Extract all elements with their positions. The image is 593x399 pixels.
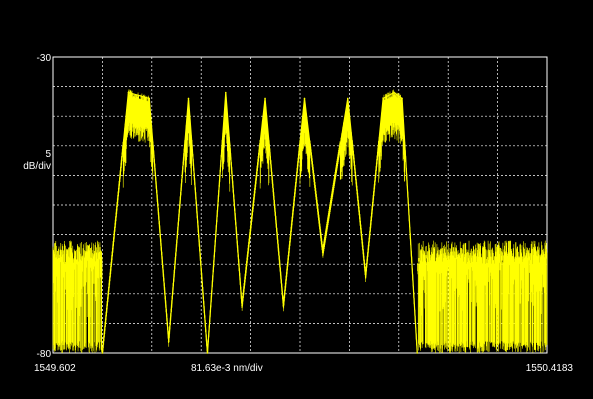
x-stop-label: 1550.4183 [526, 363, 574, 374]
y-scale-value: 5 [45, 149, 51, 160]
trace-point [393, 91, 395, 94]
spectrum-trace [52, 89, 548, 354]
trace-point [364, 275, 367, 277]
trace-point [346, 97, 349, 100]
trace-point [401, 97, 403, 100]
trace-point [303, 97, 306, 100]
y-top-label: -30 [37, 53, 52, 64]
trace-point [322, 251, 324, 254]
trace-point [241, 304, 243, 307]
trace-point [148, 97, 151, 100]
y-bottom-label: -80 [37, 349, 52, 360]
trace-point [264, 97, 266, 100]
trace-point [416, 352, 419, 354]
trace-point [282, 304, 285, 307]
y-scale-unit: dB/div [23, 161, 51, 172]
trace-envelope [101, 91, 418, 354]
trace-point [187, 97, 190, 100]
trace-point [167, 340, 170, 342]
trace-point [382, 97, 384, 100]
trace-point [206, 352, 209, 354]
x-start-label: 1549.602 [34, 363, 76, 374]
trace-point [101, 352, 104, 354]
trace-point [127, 91, 130, 94]
x-scale-label: 81.63e-3 nm/div [191, 363, 263, 374]
trace-point [224, 91, 227, 94]
